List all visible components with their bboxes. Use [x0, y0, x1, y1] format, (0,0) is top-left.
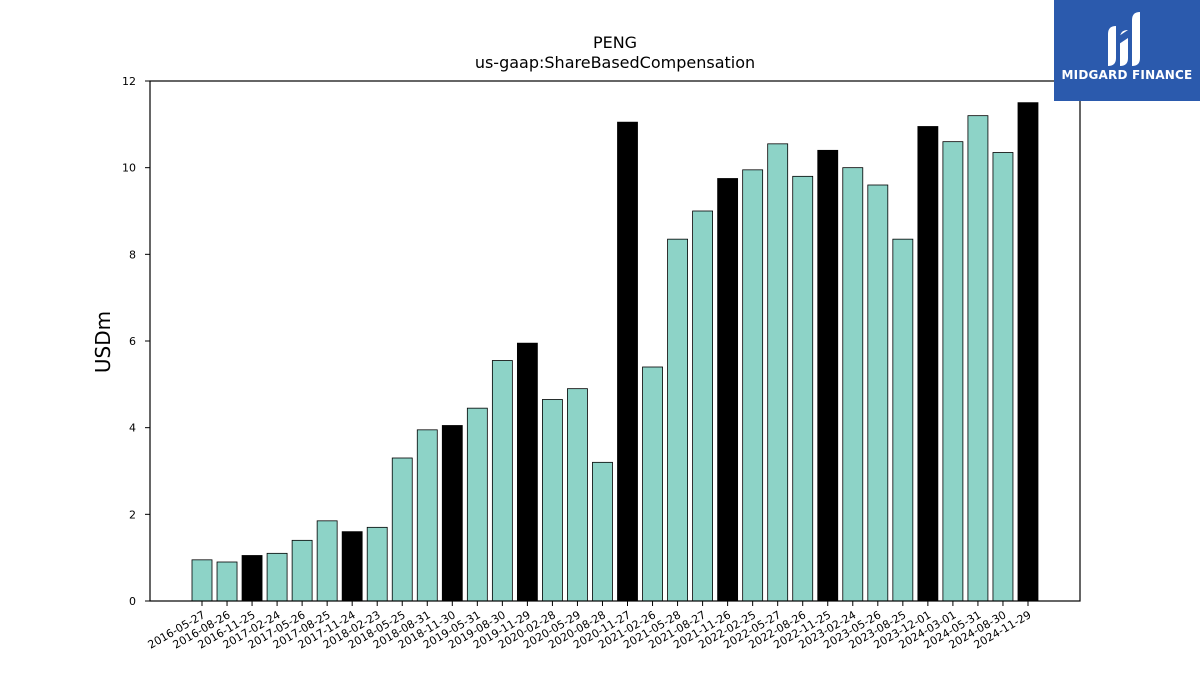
- bar-2021-02-26: [642, 366, 663, 602]
- bar-2019-08-30: [491, 360, 513, 602]
- bars-group: [191, 102, 1039, 602]
- bar-2022-11-25: [817, 149, 839, 602]
- bar-2023-12-01: [917, 126, 939, 602]
- y-tick-label: 6: [129, 335, 136, 348]
- bar-2024-08-30: [992, 152, 1014, 602]
- bar-2018-08-31: [416, 429, 438, 602]
- midgard-finance-logo: MIDGARD FINANCE: [1054, 0, 1200, 101]
- bar-2024-03-01: [942, 141, 964, 602]
- bar-2019-11-29: [516, 342, 538, 602]
- bar-2016-05-27: [191, 559, 213, 602]
- bar-2017-05-26: [291, 539, 313, 602]
- bar-2019-05-31: [466, 407, 488, 602]
- bar-2021-08-27: [692, 210, 713, 602]
- plot-frame: [149, 80, 1081, 602]
- bar-2017-08-25: [316, 520, 338, 602]
- y-tick-label: 10: [122, 162, 136, 175]
- bar-2022-08-26: [792, 175, 814, 602]
- bar-2021-05-28: [667, 238, 688, 602]
- bar-2023-08-25: [892, 238, 914, 602]
- y-ticks-group: 0 2 4 6 8 10 12: [122, 75, 150, 608]
- bar-2017-02-24: [266, 552, 288, 602]
- bar-2017-11-24: [341, 531, 363, 602]
- bar-2018-11-30: [441, 425, 463, 602]
- bar-2021-11-26: [717, 178, 739, 602]
- y-tick-label: 12: [122, 75, 136, 88]
- y-tick-label: 8: [129, 248, 136, 261]
- midgard-logo-icon: [1108, 12, 1140, 66]
- bar-2020-05-29: [567, 388, 588, 602]
- bar-2020-02-28: [542, 399, 563, 602]
- bar-2018-02-23: [366, 526, 388, 602]
- bar-2018-05-25: [391, 457, 413, 602]
- y-tick-label: 2: [129, 508, 136, 521]
- bar-2016-11-25: [241, 555, 263, 602]
- logo-text: MIDGARD FINANCE: [1061, 68, 1193, 82]
- chart-subtitle: us-gaap:ShareBasedCompensation: [475, 53, 755, 72]
- bar-2024-11-29: [1017, 102, 1039, 602]
- y-tick-label: 0: [129, 595, 136, 608]
- bar-2020-11-27: [617, 121, 638, 602]
- y-axis-label: USDm: [91, 311, 115, 373]
- bar-2024-05-31: [967, 115, 989, 602]
- bar-2023-02-24: [842, 167, 864, 602]
- bar-2022-05-27: [767, 143, 789, 602]
- chart-title: PENG: [593, 33, 637, 52]
- bar-2020-08-28: [592, 461, 613, 602]
- x-ticks-group: 2016-05-272016-08-262016-11-252017-02-24…: [146, 601, 1033, 652]
- y-tick-label: 4: [129, 422, 136, 435]
- bar-2016-08-26: [216, 561, 238, 602]
- bar-2023-05-26: [867, 184, 889, 602]
- bar-2022-02-25: [742, 169, 764, 602]
